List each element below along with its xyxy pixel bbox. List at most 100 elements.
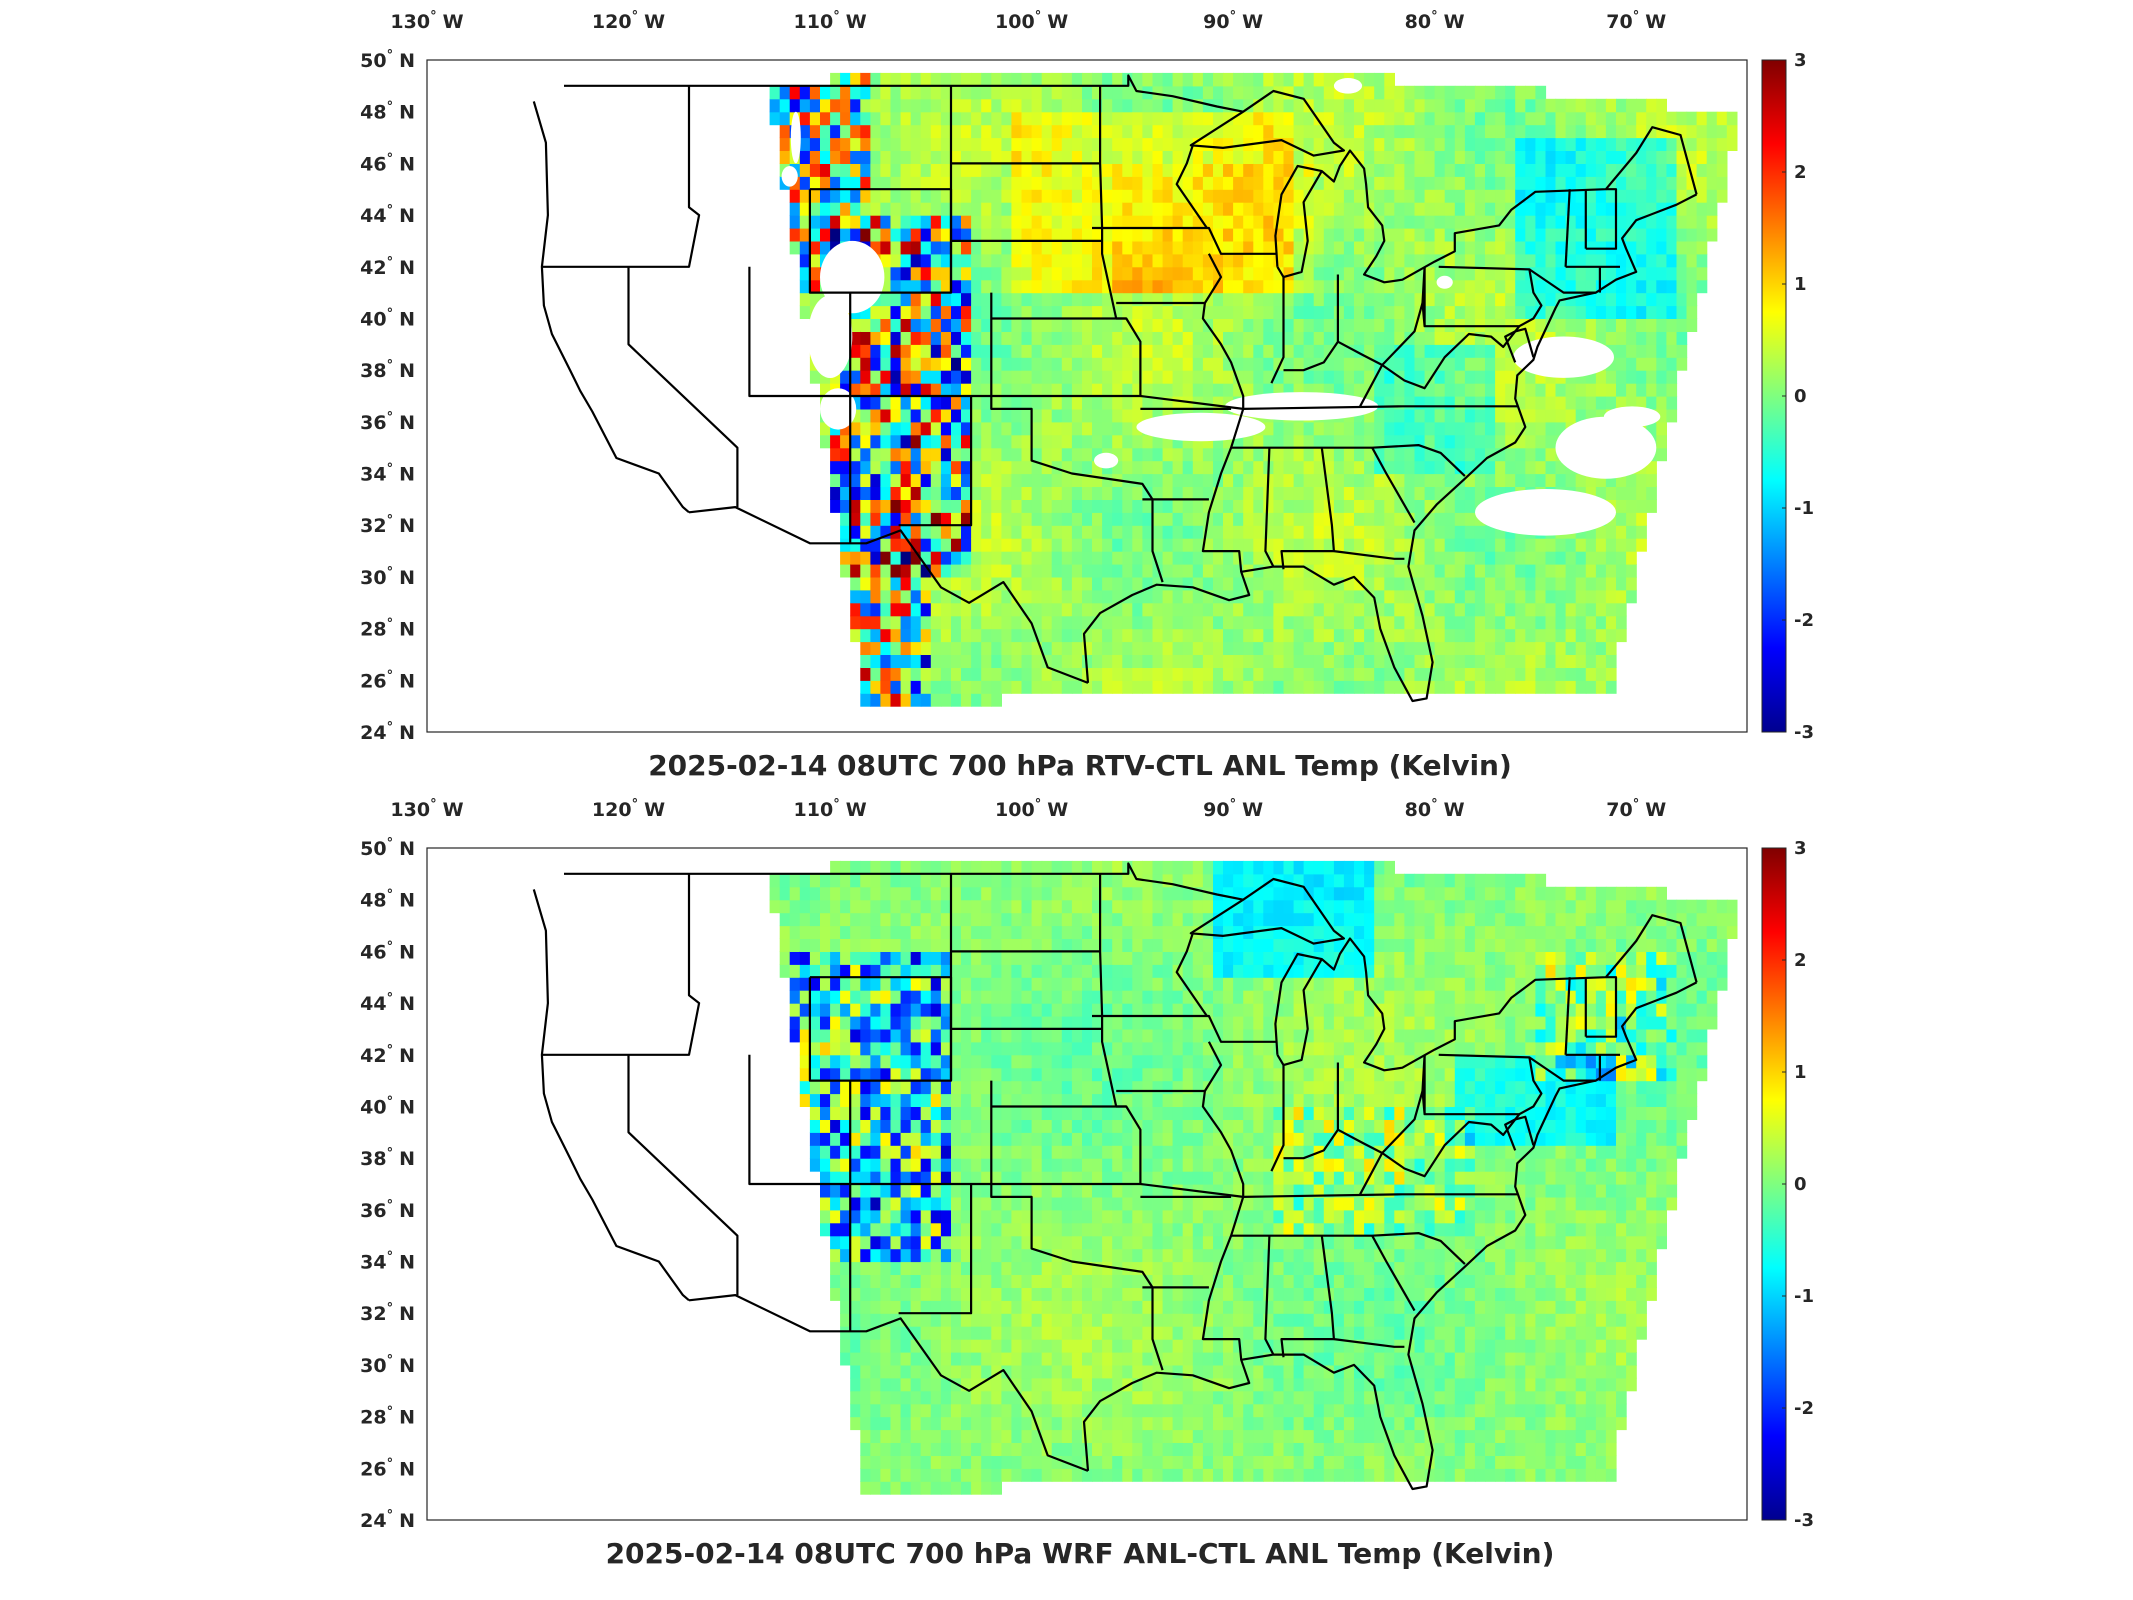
field-cell xyxy=(951,1067,962,1082)
field-cell xyxy=(890,977,902,991)
field-cell xyxy=(1293,72,1305,87)
field-cell xyxy=(820,1003,831,1017)
field-cell xyxy=(1354,421,1365,436)
field-cell xyxy=(1605,137,1617,151)
field-cell xyxy=(951,860,962,875)
field-cell xyxy=(1031,396,1043,410)
field-cell xyxy=(890,693,902,707)
field-cell xyxy=(930,434,942,449)
field-cell xyxy=(981,564,992,578)
field-cell xyxy=(1545,98,1557,113)
missing-data-patch xyxy=(790,111,801,164)
field-cell xyxy=(1112,460,1123,475)
field-cell xyxy=(860,1416,871,1431)
field-cell xyxy=(900,1158,912,1172)
field-cell xyxy=(830,228,841,242)
field-cell xyxy=(1333,538,1345,552)
field-cell xyxy=(1263,202,1274,216)
field-cell xyxy=(1303,85,1315,100)
field-cell xyxy=(1263,512,1274,526)
field-cell xyxy=(1182,163,1194,177)
field-cell xyxy=(1464,667,1476,681)
field-cell xyxy=(860,1481,871,1495)
field-cell xyxy=(890,1132,902,1146)
field-cell xyxy=(1414,124,1426,139)
field-cell xyxy=(850,628,861,643)
field-cell xyxy=(971,72,982,87)
field-cell xyxy=(1333,305,1345,319)
field-cell xyxy=(1404,137,1416,151)
field-cell xyxy=(890,215,902,229)
field-cell xyxy=(1192,318,1204,332)
field-cell xyxy=(1585,525,1597,539)
field-cell xyxy=(1021,202,1033,216)
field-cell xyxy=(1444,641,1456,655)
field-cell xyxy=(1585,589,1597,604)
field-cell xyxy=(880,228,892,242)
field-cell xyxy=(870,641,882,655)
field-cell xyxy=(971,279,982,294)
field-cell xyxy=(1696,176,1708,190)
field-cell xyxy=(870,1300,882,1314)
field-cell xyxy=(1273,215,1285,229)
field-cell xyxy=(961,318,972,332)
field-cell xyxy=(981,602,992,617)
field-cell xyxy=(900,1442,912,1456)
field-cell xyxy=(971,1119,982,1133)
field-cell xyxy=(1031,266,1043,281)
field-cell xyxy=(971,654,982,668)
field-cell xyxy=(1474,473,1486,487)
field-cell xyxy=(910,111,922,126)
field-cell xyxy=(951,383,962,397)
field-cell xyxy=(1182,253,1194,268)
field-cell xyxy=(1303,641,1315,655)
field-cell xyxy=(1082,215,1093,229)
field-cell xyxy=(890,137,902,151)
field-cell xyxy=(991,525,1002,539)
field-cell xyxy=(1051,460,1063,475)
field-cell xyxy=(1354,163,1365,177)
field-cell xyxy=(1626,525,1637,539)
field-cell xyxy=(1313,589,1325,604)
field-cell xyxy=(820,912,831,927)
field-cell xyxy=(1515,253,1526,268)
field-cell xyxy=(1384,408,1395,423)
field-cell xyxy=(870,564,882,578)
field-cell xyxy=(809,938,821,952)
field-cell xyxy=(1595,163,1607,177)
field-cell xyxy=(1474,602,1486,617)
field-cell xyxy=(809,899,821,914)
field-cell xyxy=(890,860,902,875)
field-cell xyxy=(1343,667,1355,681)
field-cell xyxy=(809,886,821,901)
field-cell xyxy=(1132,447,1143,462)
field-cell xyxy=(951,305,962,319)
field-cell xyxy=(1263,525,1274,539)
field-cell xyxy=(1152,124,1164,139)
field-cell xyxy=(1626,551,1637,565)
field-cell xyxy=(1505,473,1516,487)
field-cell xyxy=(870,124,882,139)
field-cell xyxy=(1132,370,1143,384)
field-cell xyxy=(1595,602,1607,617)
field-cell xyxy=(1102,253,1113,268)
field-cell xyxy=(890,641,902,655)
field-cell xyxy=(840,163,851,177)
field-cell xyxy=(779,951,791,965)
field-cell xyxy=(1394,408,1405,423)
field-cell xyxy=(1374,434,1385,449)
field-cell xyxy=(1354,305,1365,319)
field-cell xyxy=(910,589,922,604)
field-cell xyxy=(870,85,882,100)
field-cell xyxy=(1585,137,1597,151)
field-cell xyxy=(1313,499,1325,513)
field-cell xyxy=(860,1016,871,1030)
field-cell xyxy=(1122,564,1133,578)
field-cell xyxy=(1364,137,1375,151)
field-cell xyxy=(1626,228,1637,242)
field-cell xyxy=(1364,253,1375,268)
field-cell xyxy=(1152,357,1164,371)
field-cell xyxy=(1323,486,1335,500)
field-cell xyxy=(1565,383,1577,397)
field-cell xyxy=(951,137,962,151)
